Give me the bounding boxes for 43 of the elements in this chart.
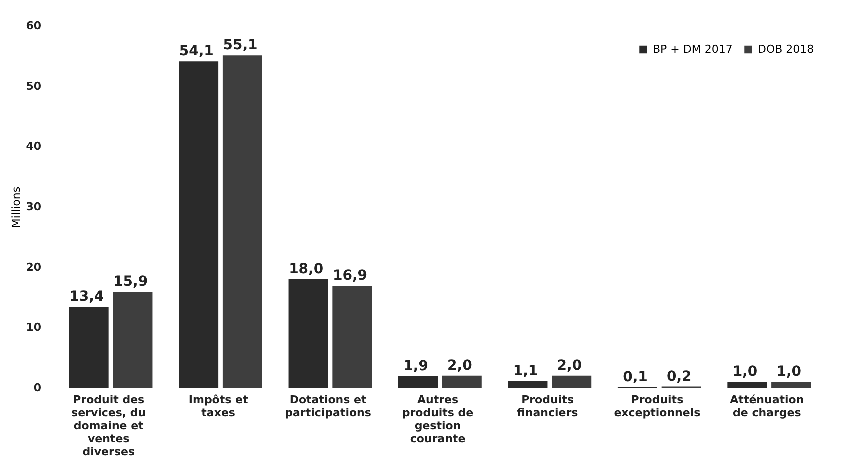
data-label: 54,1 xyxy=(179,44,214,60)
bar xyxy=(398,376,438,388)
x-tick-label: Produits exceptionnels xyxy=(614,394,702,420)
data-label: 1,0 xyxy=(776,364,802,380)
legend-label: DOB 2018 xyxy=(758,42,814,56)
y-tick-label: 20 xyxy=(26,260,42,274)
x-tick-label: Produits financiers xyxy=(517,394,579,420)
y-tick-label: 60 xyxy=(26,20,42,32)
y-axis-title: Millions xyxy=(10,186,24,228)
bar xyxy=(728,382,768,388)
legend-label: BP + DM 2017 xyxy=(653,42,733,56)
bar xyxy=(113,292,153,388)
bar xyxy=(442,376,482,388)
bar xyxy=(288,279,328,388)
data-label: 18,0 xyxy=(289,261,324,278)
data-label: 2,0 xyxy=(448,358,473,374)
x-tick-label: Impôts et taxes xyxy=(188,394,248,420)
bar xyxy=(69,307,109,388)
bar xyxy=(772,382,812,388)
y-tick-label: 30 xyxy=(26,200,42,214)
bar xyxy=(552,376,592,388)
data-label: 55,1 xyxy=(223,38,258,54)
bar xyxy=(179,62,219,388)
data-label: 1,9 xyxy=(404,358,428,375)
y-tick-label: 10 xyxy=(26,321,42,334)
data-label: 1,1 xyxy=(513,363,538,380)
y-tick-label: 50 xyxy=(26,80,42,93)
data-label: 1,0 xyxy=(732,364,758,380)
x-tick-label: Autres produits de gestion courante xyxy=(402,394,474,446)
data-label: 0,1 xyxy=(623,369,648,386)
x-tick-label: Produit des services, du domaine et ventes diverses xyxy=(72,394,146,458)
bar xyxy=(508,381,548,388)
bar xyxy=(332,286,372,388)
x-tick-label: Dotations et participations xyxy=(285,394,372,420)
data-label: 16,9 xyxy=(332,268,368,284)
data-label: 0,2 xyxy=(666,368,692,385)
x-tick-label: Atténuation de charges xyxy=(730,394,804,420)
data-label: 2,0 xyxy=(557,358,582,374)
y-tick-label: 0 xyxy=(34,382,42,394)
bar xyxy=(222,56,262,388)
data-label: 15,9 xyxy=(114,274,148,290)
y-tick-label: 40 xyxy=(26,140,42,154)
data-label: 13,4 xyxy=(70,289,104,306)
